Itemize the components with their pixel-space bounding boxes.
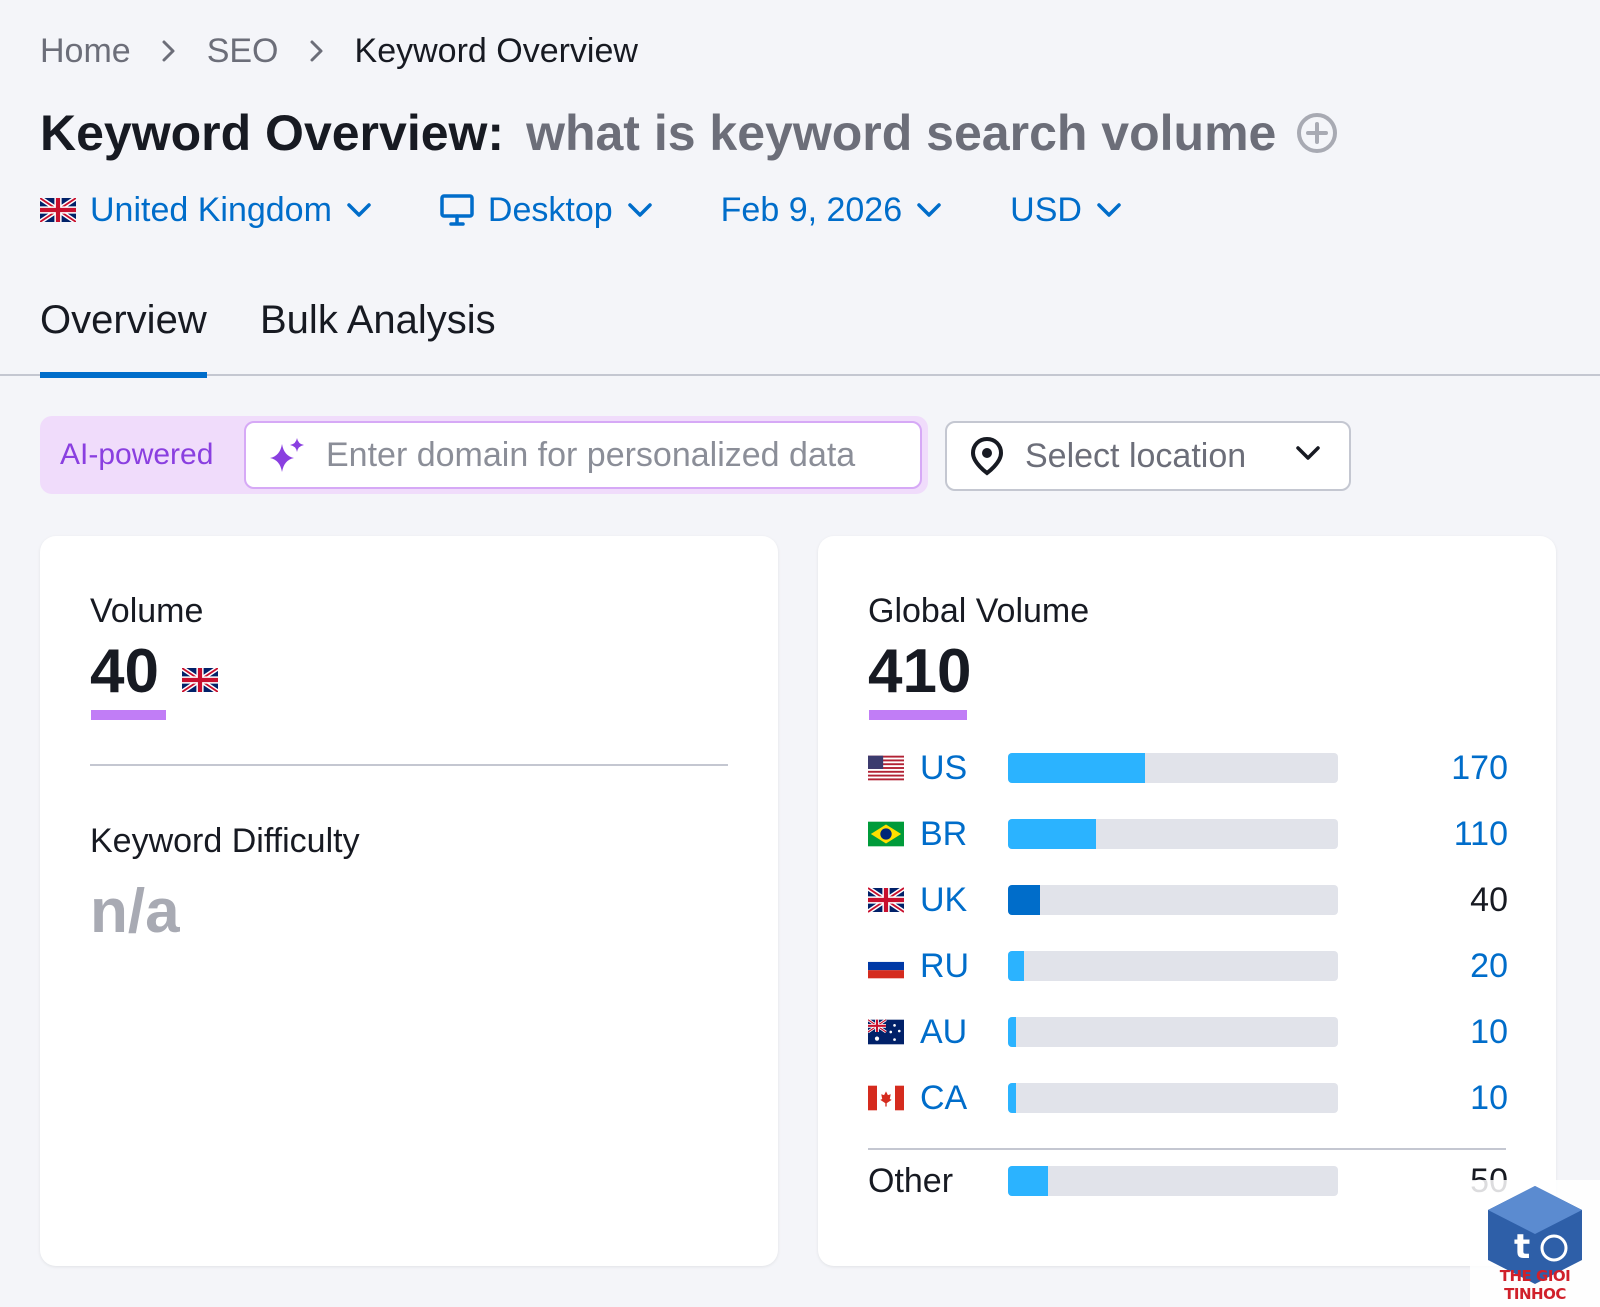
currency-filter-label: USD [1010, 190, 1082, 229]
svg-text:t: t [1514, 1227, 1530, 1267]
volume-bar [1008, 1017, 1338, 1047]
breadcrumb-home[interactable]: Home [40, 31, 131, 70]
location-pin-icon [969, 436, 1005, 476]
volume-underline [91, 710, 166, 720]
volume-value: 40 [90, 637, 159, 706]
country-row[interactable]: RU 20 [868, 943, 1508, 989]
chevron-right-icon [309, 39, 325, 63]
divider [90, 764, 728, 766]
country-volume[interactable]: 170 [1451, 748, 1508, 787]
country-code: US [920, 748, 968, 787]
volume-bar-fill [1008, 885, 1041, 915]
country-code: RU [920, 946, 970, 985]
breadcrumb-current: Keyword Overview [354, 31, 638, 70]
country-code: BR [920, 814, 968, 853]
tab-bar: Overview Bulk Analysis [0, 288, 1600, 378]
page-title-label: Keyword Overview: [40, 105, 505, 161]
country-row[interactable]: CA 10 [868, 1075, 1508, 1121]
volume-bar-fill [1008, 753, 1145, 783]
desktop-icon [440, 193, 474, 227]
ai-domain-input-wrapper [244, 421, 922, 489]
breadcrumb: Home SEO Keyword Overview [40, 28, 638, 74]
country-code: UK [920, 880, 968, 919]
volume-bar [1008, 1166, 1338, 1196]
chevron-down-icon [916, 202, 942, 218]
page-title-keyword: what is keyword search volume [526, 105, 1277, 161]
volume-bar-fill [1008, 1166, 1049, 1196]
chevron-down-icon [1295, 445, 1321, 461]
watermark-logo: t THE GIOI TINHOC [1470, 1180, 1600, 1307]
country-volume[interactable]: 10 [1470, 1078, 1508, 1117]
volume-card: Volume 40 Keyword Difficulty n/a [40, 536, 778, 1266]
country-filter[interactable]: United Kingdom [40, 191, 372, 230]
sparkle-icon [268, 436, 306, 474]
add-circle-icon[interactable] [1296, 112, 1338, 154]
chevron-down-icon [627, 202, 653, 218]
domain-input[interactable] [326, 435, 906, 475]
chevron-down-icon [1096, 202, 1122, 218]
keyword-difficulty-label: Keyword Difficulty [90, 822, 360, 860]
country-volume[interactable]: 20 [1470, 946, 1508, 985]
volume-bar [1008, 885, 1338, 915]
date-filter-label: Feb 9, 2026 [720, 190, 903, 229]
divider [868, 1148, 1506, 1150]
uk-flag-icon [40, 198, 76, 222]
other-label: Other [868, 1161, 954, 1200]
country-row[interactable]: AU 10 [868, 1009, 1508, 1055]
date-filter[interactable]: Feb 9, 2026 [721, 191, 942, 230]
ca-flag-icon [868, 1085, 906, 1111]
volume-bar [1008, 1083, 1338, 1113]
location-select-placeholder: Select location [1025, 436, 1247, 475]
volume-label: Volume [90, 592, 204, 630]
global-volume-label: Global Volume [868, 592, 1090, 630]
tab-overview[interactable]: Overview [40, 288, 207, 378]
ai-domain-box: AI-powered [40, 416, 928, 494]
breadcrumb-seo[interactable]: SEO [206, 31, 279, 70]
currency-filter[interactable]: USD [1010, 191, 1122, 230]
volume-bar-fill [1008, 951, 1025, 981]
location-select[interactable]: Select location [945, 421, 1351, 491]
tab-bulk-analysis[interactable]: Bulk Analysis [260, 298, 496, 342]
country-volume: 40 [1470, 880, 1508, 919]
watermark-text: THE GIOI TINHOC [1499, 1267, 1571, 1303]
chevron-right-icon [161, 39, 177, 63]
br-flag-icon [868, 821, 906, 847]
ru-flag-icon [868, 953, 906, 979]
us-flag-icon [868, 755, 906, 781]
ai-powered-badge: AI-powered [60, 438, 214, 471]
chevron-down-icon [346, 202, 372, 218]
country-code: CA [920, 1078, 968, 1117]
volume-bar [1008, 819, 1338, 849]
other-row: Other 50 [868, 1158, 1508, 1204]
volume-bar-fill [1008, 819, 1097, 849]
global-volume-card: Global Volume 410 US 170 BR 110 UK 40 RU… [818, 536, 1556, 1266]
volume-bar-fill [1008, 1017, 1016, 1047]
country-row[interactable]: UK 40 [868, 877, 1508, 923]
country-volume[interactable]: 10 [1470, 1012, 1508, 1051]
global-volume-value: 410 [868, 637, 972, 706]
country-code: AU [920, 1012, 968, 1051]
country-row[interactable]: US 170 [868, 745, 1508, 791]
device-filter[interactable]: Desktop [440, 191, 653, 230]
uk-flag-icon [868, 887, 906, 913]
country-filter-label: United Kingdom [90, 190, 332, 229]
filter-bar: United Kingdom Desktop Feb 9, 2026 USD [40, 182, 1122, 238]
country-volume[interactable]: 110 [1453, 814, 1508, 853]
au-flag-icon [868, 1019, 906, 1045]
uk-flag-icon [182, 668, 218, 692]
country-row[interactable]: BR 110 [868, 811, 1508, 857]
page-title: Keyword Overview: what is keyword search… [40, 98, 1338, 168]
keyword-difficulty-value: n/a [90, 877, 180, 946]
global-volume-underline [869, 710, 967, 720]
device-filter-label: Desktop [487, 190, 613, 229]
volume-bar [1008, 753, 1338, 783]
volume-bar [1008, 951, 1338, 981]
volume-bar-fill [1008, 1083, 1016, 1113]
